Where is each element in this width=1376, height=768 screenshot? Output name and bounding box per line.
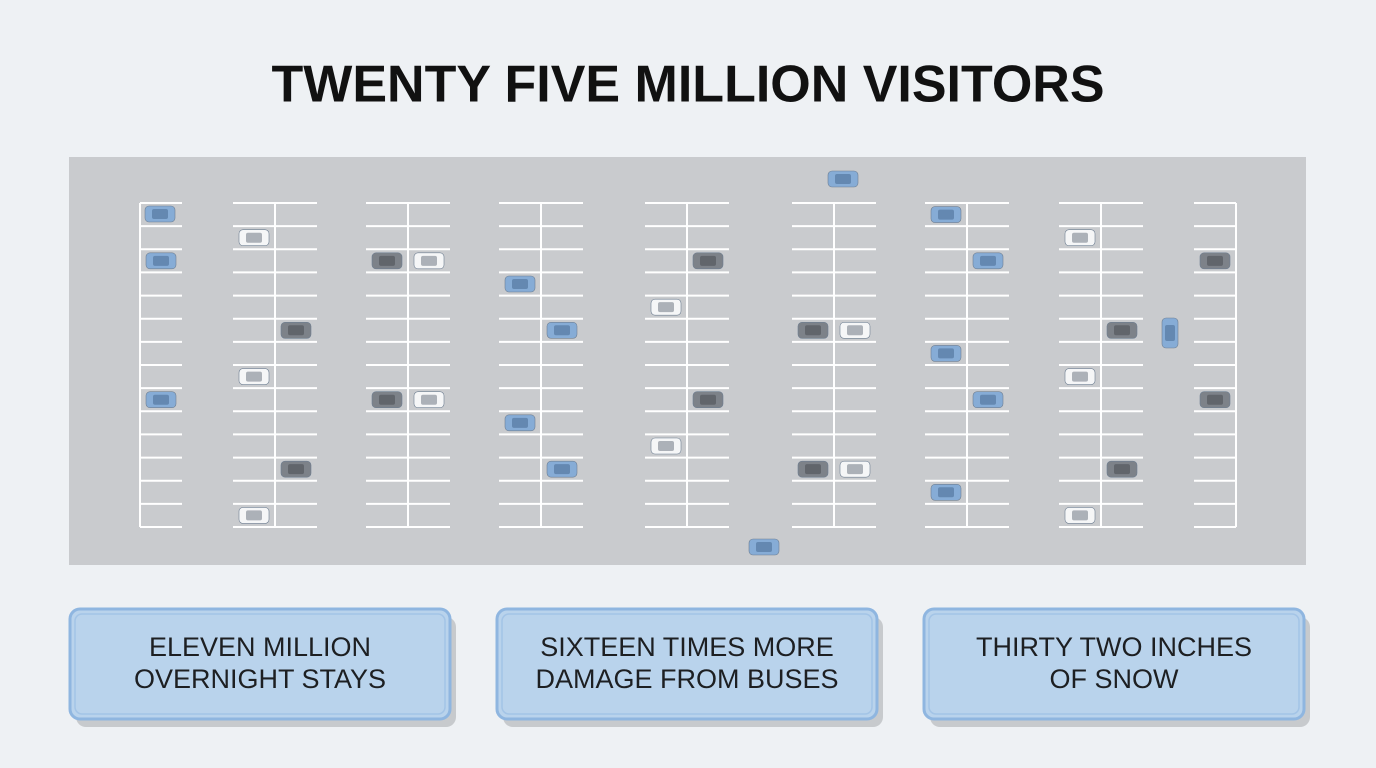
car-window [379,255,395,266]
car-window [847,464,863,475]
card-text: THIRTY TWO INCHES [976,632,1252,662]
car-window [152,209,168,219]
car-window [379,394,395,405]
card [495,607,879,721]
card-text: ELEVEN MILLION [149,632,371,662]
car-window [938,487,954,498]
car-window [938,209,954,220]
car-window [421,255,437,266]
car-window [1114,464,1130,475]
car-window [980,255,996,266]
car-window [288,325,304,336]
car-window [847,325,863,336]
title: TWENTY FIVE MILLION VISITORS [271,56,1104,114]
card-text: OF SNOW [1050,664,1180,694]
car-window [1072,371,1088,382]
car-window [1207,255,1223,266]
car-window [421,394,437,405]
car-window [805,464,821,475]
car-window [554,325,570,336]
car-window [246,232,262,243]
car-window [554,464,570,475]
car-window [1207,394,1223,405]
car-window [658,441,674,451]
car-window [1165,325,1175,341]
card [922,607,1306,721]
card-text: DAMAGE FROM BUSES [535,664,838,694]
car-window [980,394,996,405]
card-inner [928,613,1300,715]
card [68,607,452,721]
car-window [700,394,716,405]
car-window [938,348,954,359]
car-window [512,417,528,428]
car-window [1072,232,1088,243]
car-window [246,371,262,382]
card-inner [501,613,873,715]
car-window [153,255,169,266]
car-window [835,174,851,184]
car-window [246,510,262,521]
car-window [658,302,674,313]
car-window [153,394,169,405]
parking-markings [139,170,1237,556]
card-inner [74,613,446,715]
car-window [288,464,304,475]
car-window [756,542,772,552]
card-text: OVERNIGHT STAYS [134,664,386,694]
card-text: SIXTEEN TIMES MORE [540,632,834,662]
car-window [700,255,716,266]
car-window [1072,510,1088,521]
car-window [805,325,821,336]
car-window [512,279,528,289]
car-window [1114,325,1130,336]
